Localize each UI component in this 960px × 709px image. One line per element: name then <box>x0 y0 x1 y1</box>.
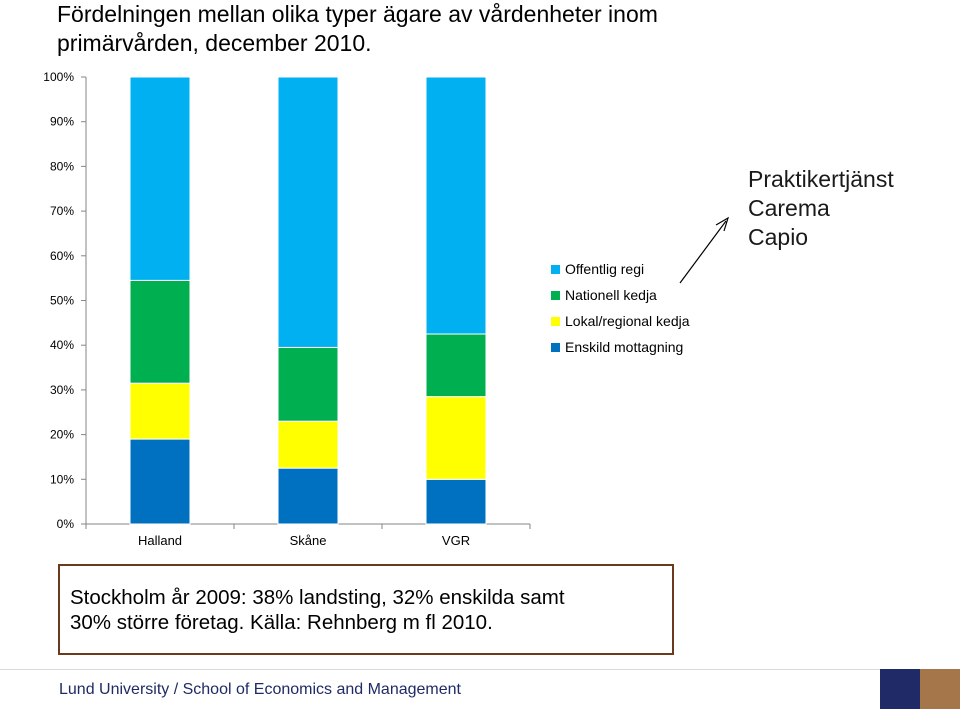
bar-segment <box>425 478 487 525</box>
bar-segment <box>129 76 191 281</box>
title-line-1: Fördelningen mellan olika typer ägare av… <box>57 1 658 27</box>
callout-line: Capio <box>748 224 809 250</box>
x-tick-label: Skåne <box>290 533 327 548</box>
y-tick-label: 30% <box>50 383 74 397</box>
arrow-head <box>715 216 730 232</box>
x-tick-label: Halland <box>138 533 182 548</box>
bar-segment <box>129 279 191 384</box>
bar-segment <box>277 420 339 469</box>
legend-label: Nationell kedja <box>565 287 657 303</box>
legend-swatch <box>551 343 560 352</box>
y-tick-label: 90% <box>50 115 74 129</box>
y-tick-label: 50% <box>50 294 74 308</box>
legend-swatch <box>551 265 560 274</box>
y-axis: 0% 10% 20% 30% 40% 50% 60% 70% 80% 90% 100% <box>43 70 87 531</box>
callout-companies: Praktikertjänst Carema Capio <box>748 165 894 252</box>
y-tick-label: 0% <box>57 517 75 531</box>
title-line-2: primärvården, december 2010. <box>57 30 372 56</box>
callout-line: Carema <box>748 195 830 221</box>
x-tick-label: VGR <box>442 533 470 548</box>
footer-bronze-block <box>920 669 960 709</box>
y-tick-label: 10% <box>50 472 74 486</box>
y-tick-label: 60% <box>50 249 74 263</box>
y-tick-label: 40% <box>50 338 74 352</box>
stacked-bar-chart: 0% 10% 20% 30% 40% 50% 60% 70% 80% 90% 100% Hallan… <box>43 70 730 548</box>
legend-swatch <box>551 291 560 300</box>
bar-segment <box>425 76 487 335</box>
note-line-1: Stockholm år 2009: 38% landsting, 32% en… <box>70 586 565 609</box>
bar-segment <box>425 396 487 480</box>
bars <box>129 76 487 525</box>
legend-label: Lokal/regional kedja <box>565 313 690 329</box>
callout-line: Praktikertjänst <box>748 166 894 192</box>
bar-segment <box>129 438 191 525</box>
y-tick-label: 100% <box>43 70 74 84</box>
footer-divider <box>0 669 880 670</box>
footer-text: Lund University / School of Economics an… <box>59 681 461 698</box>
legend-swatch <box>551 317 560 326</box>
y-tick-label: 20% <box>50 428 74 442</box>
note-box: Stockholm år 2009: 38% landsting, 32% en… <box>58 564 674 655</box>
arrow-shaft <box>679 220 727 284</box>
legend-label: Offentlig regi <box>565 261 644 277</box>
y-tick-label: 70% <box>50 204 74 218</box>
legend: Offentlig regi Nationell kedja Lokal/regio… <box>551 261 690 355</box>
bar-segment <box>425 333 487 398</box>
note-line-2: 30% större företag. Källa: Rehnberg m fl… <box>70 611 493 634</box>
x-axis: Halland Skåne VGR <box>85 523 531 548</box>
bar-segment <box>277 346 339 422</box>
bar-segment <box>277 76 339 348</box>
page-title: Fördelningen mellan olika typer ägare av… <box>57 0 757 58</box>
y-tick-label: 80% <box>50 159 74 173</box>
callout-arrow <box>679 216 730 284</box>
bar-segment <box>277 467 339 525</box>
footer-navy-block <box>880 669 920 709</box>
bar-segment <box>129 382 191 440</box>
legend-label: Enskild mottagning <box>565 339 683 355</box>
